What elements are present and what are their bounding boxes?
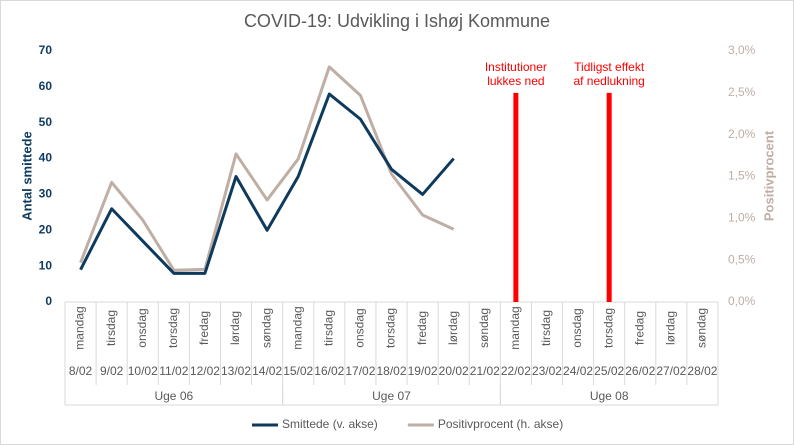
date-label: 25/02	[594, 364, 624, 378]
week-label: Uge 06	[154, 389, 193, 403]
date-label: 22/02	[501, 364, 531, 378]
date-label: 23/02	[532, 364, 562, 378]
date-label: 13/02	[221, 364, 251, 378]
weekday-label: søndag	[477, 308, 491, 348]
y-tick-label: 40	[39, 151, 53, 165]
weekday-label: mandag	[290, 306, 304, 349]
date-label: 19/02	[408, 364, 438, 378]
weekday-label: lørdag	[446, 311, 460, 345]
chart-title: COVID-19: Udvikling i Ishøj Kommune	[244, 11, 550, 31]
date-label: 20/02	[439, 364, 469, 378]
y2-axis-title: Positivprocent	[761, 130, 776, 221]
weekday-label: søndag	[259, 308, 273, 348]
date-label: 21/02	[470, 364, 500, 378]
weekday-label: fredag	[415, 311, 429, 345]
y-tick-label: 70	[39, 43, 53, 57]
weekday-label: tirsdag	[539, 310, 553, 346]
date-label: 8/02	[69, 364, 93, 378]
date-label: 11/02	[159, 364, 188, 378]
weekday-label: tirsdag	[321, 310, 335, 346]
weekday-label: lørdag	[228, 311, 242, 345]
annotation-text: af nedlukning	[573, 74, 644, 88]
weekday-label: tirsdag	[104, 310, 118, 346]
y2-tick-label: 0,5%	[728, 252, 756, 266]
annotation-text: Tidligst effekt	[574, 60, 645, 74]
date-label: 12/02	[190, 364, 220, 378]
date-label: 24/02	[563, 364, 593, 378]
y-tick-label: 60	[39, 79, 53, 93]
date-label: 10/02	[128, 364, 158, 378]
date-label: 18/02	[376, 364, 406, 378]
date-label: 28/02	[687, 364, 717, 378]
annotation-text: Institutioner	[485, 60, 547, 74]
date-label: 26/02	[625, 364, 655, 378]
y-tick-label: 50	[39, 115, 53, 129]
weekday-label: onsdag	[353, 308, 367, 347]
date-label: 9/02	[100, 364, 124, 378]
weekday-label: søndag	[695, 308, 709, 348]
week-label: Uge 08	[590, 389, 629, 403]
weekday-label: fredag	[197, 311, 211, 345]
weekday-label: mandag	[508, 306, 522, 349]
weekday-label: torsdag	[166, 308, 180, 348]
y-tick-label: 0	[45, 294, 52, 308]
weekday-label: lørdag	[664, 311, 678, 345]
y-tick-label: 10	[39, 258, 53, 272]
weekday-label: torsdag	[601, 308, 615, 348]
y2-tick-label: 2,5%	[728, 85, 756, 99]
y2-tick-label: 1,0%	[728, 211, 756, 225]
date-label: 15/02	[283, 364, 313, 378]
date-label: 27/02	[656, 364, 686, 378]
y2-tick-label: 3,0%	[728, 43, 756, 57]
legend-label: Smittede (v. akse)	[282, 417, 378, 431]
weekday-label: fredag	[632, 311, 646, 345]
weekday-label: onsdag	[135, 308, 149, 347]
date-label: 14/02	[252, 364, 282, 378]
weekday-label: mandag	[73, 306, 87, 349]
y2-tick-label: 2,0%	[728, 127, 756, 141]
date-label: 17/02	[345, 364, 375, 378]
date-label: 16/02	[314, 364, 344, 378]
y2-tick-label: 1,5%	[728, 169, 756, 183]
y-tick-label: 30	[39, 187, 53, 201]
weekday-label: torsdag	[384, 308, 398, 348]
weekday-label: onsdag	[570, 308, 584, 347]
y2-tick-label: 0,0%	[728, 294, 756, 308]
legend-label: Positivprocent (h. akse)	[438, 417, 563, 431]
week-label: Uge 07	[372, 389, 411, 403]
y-axis-title: Antal smittede	[19, 131, 34, 221]
annotation-text: lukkes ned	[487, 74, 544, 88]
series-line	[79, 65, 455, 272]
y-tick-label: 20	[39, 222, 53, 236]
series-line	[79, 92, 455, 275]
